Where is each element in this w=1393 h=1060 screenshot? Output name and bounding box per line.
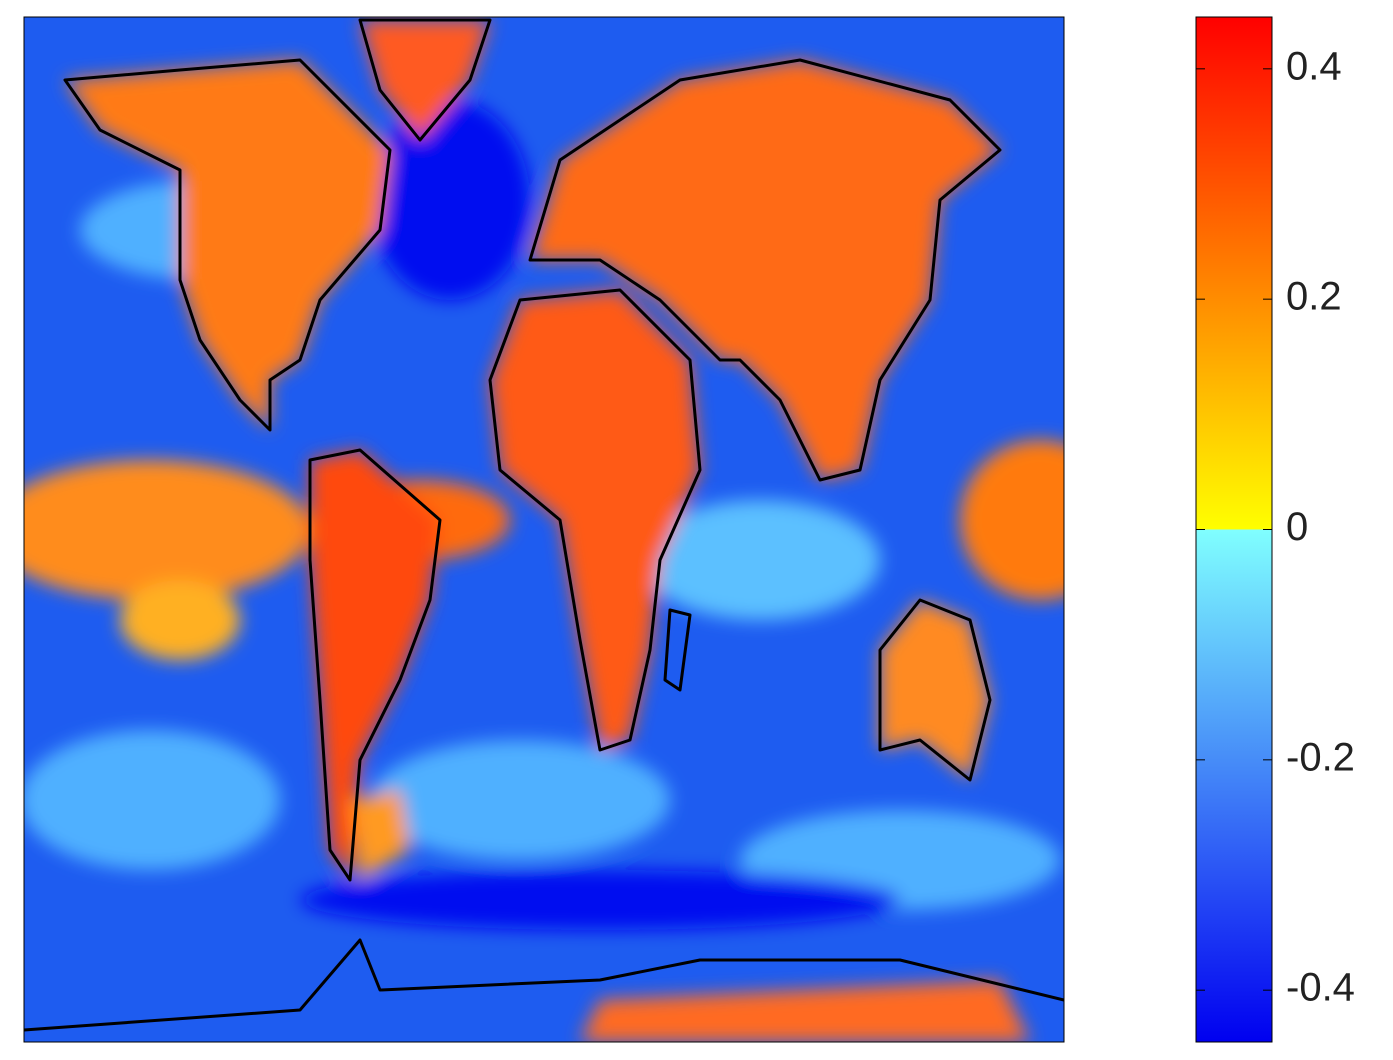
colorbar-tick-label: 0.4 [1286, 44, 1342, 88]
coastlines [24, 18, 1064, 1032]
colorbar-tick-label: -0.2 [1286, 735, 1355, 779]
map-frame [23, 16, 1065, 1043]
colorbar-tick-label: -0.4 [1286, 966, 1355, 1010]
map [24, 17, 1064, 1042]
colorbar-tick-label: 0.2 [1286, 275, 1342, 319]
colorbar [1195, 16, 1273, 1043]
colorbar-tick-label: 0 [1286, 505, 1308, 549]
